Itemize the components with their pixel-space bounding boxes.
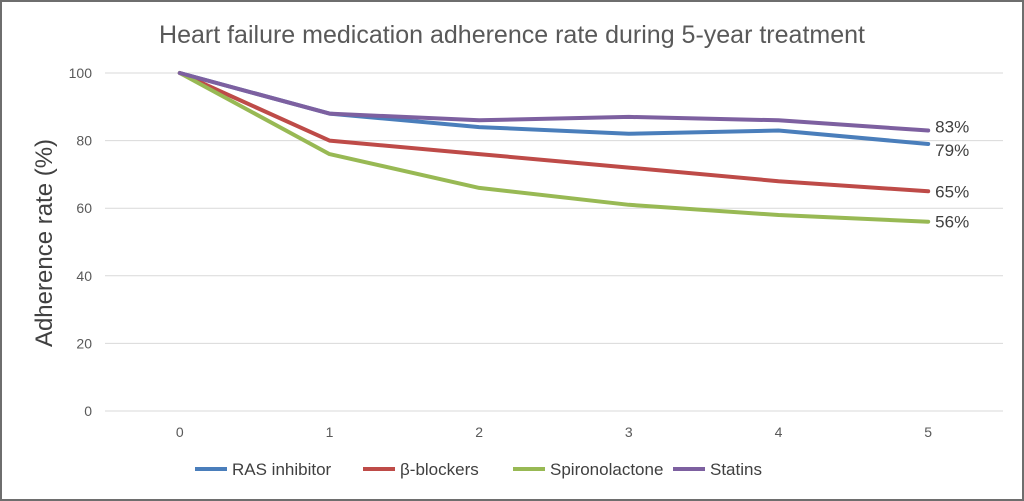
x-tick-labels: 0 1 2 3 4 5 [176, 424, 932, 440]
x-tick-label: 3 [625, 424, 633, 440]
end-value-label: 79% [935, 141, 969, 160]
y-tick-label: 20 [76, 335, 92, 351]
legend-label: RAS inhibitor [232, 460, 332, 479]
series-line-blockers [177, 71, 931, 194]
x-tick-label: 0 [176, 424, 184, 440]
chart-title: Heart failure medication adherence rate … [159, 21, 865, 49]
y-axis-label: Adherence rate (%) [31, 139, 58, 347]
series-line-statins [177, 71, 931, 133]
y-tick-label: 40 [76, 268, 92, 284]
y-tick-label: 100 [69, 65, 93, 81]
legend-label: β-blockers [400, 460, 479, 479]
y-tick-label: 80 [76, 133, 92, 149]
gridlines [105, 72, 1003, 412]
y-tick-label: 0 [84, 403, 92, 419]
end-value-label: 56% [935, 213, 969, 232]
x-tick-label: 4 [775, 424, 783, 440]
end-value-label: 65% [935, 182, 969, 201]
x-tick-label: 2 [475, 424, 483, 440]
end-value-label: 83% [935, 117, 969, 136]
series-lines [177, 71, 931, 224]
y-tick-label: 60 [76, 200, 92, 216]
legend-label: Spironolactone [550, 460, 663, 479]
legend: RAS inhibitor β-blockers Spironolactone Sta… [195, 460, 762, 479]
series-line-spironolactone [177, 71, 931, 224]
x-tick-label: 1 [326, 424, 334, 440]
y-tick-labels: 0 20 40 60 80 100 [69, 65, 93, 419]
end-labels: 79% 65% 56% 83% [935, 117, 969, 231]
legend-label: Statins [710, 460, 762, 479]
x-tick-label: 5 [924, 424, 932, 440]
